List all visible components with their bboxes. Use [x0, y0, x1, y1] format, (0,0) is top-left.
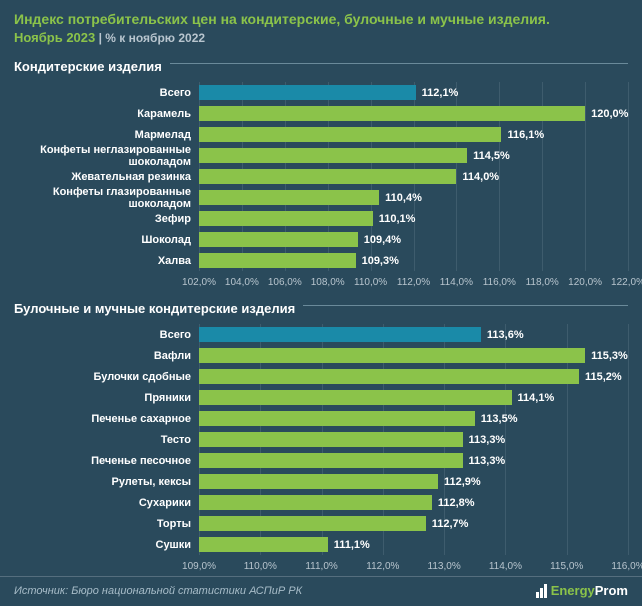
bar-value: 112,7%	[432, 518, 469, 530]
section-title-1: Кондитерские изделия	[0, 51, 642, 74]
bar-value: 111,1%	[334, 539, 370, 551]
axis-tick: 114,0%	[440, 277, 473, 288]
bar-label: Сушки	[14, 539, 199, 551]
bar-label: Карамель	[14, 108, 199, 120]
bar-label: Пряники	[14, 392, 199, 404]
subtitle-sep: |	[95, 31, 105, 45]
bar-value: 110,1%	[379, 213, 416, 225]
bar-value: 112,8%	[438, 497, 475, 509]
bar-value: 110,4%	[385, 192, 422, 204]
axis-tick: 122,0%	[611, 277, 642, 288]
axis-tick: 116,0%	[483, 277, 516, 288]
subtitle: Ноябрь 2023 | % к ноябрю 2022	[14, 30, 628, 45]
bar-value: 120,0%	[591, 108, 628, 120]
logo-text: EnergyProm	[551, 583, 628, 598]
logo-bars-icon	[536, 584, 547, 598]
axis-tick: 110,0%	[354, 277, 387, 288]
axis-tick: 120,0%	[568, 277, 602, 288]
subtitle-main: Ноябрь 2023	[14, 30, 95, 45]
bar-label: Конфеты неглазированные шоколадом	[14, 144, 199, 168]
axis-tick: 106,0%	[268, 277, 302, 288]
bar-item: 109,4%	[199, 232, 358, 247]
axis-tick: 112,0%	[366, 561, 399, 572]
bar-value: 114,1%	[518, 392, 555, 404]
bar-item: 110,4%	[199, 190, 379, 205]
axis-tick: 115,0%	[550, 561, 583, 572]
chart-1: Всего Карамель Мармелад Конфеты неглазирова…	[0, 74, 642, 293]
bar-value: 114,0%	[462, 171, 499, 183]
logo: EnergyProm	[536, 583, 628, 598]
axis-tick: 113,0%	[428, 561, 461, 572]
header: Индекс потребительских цен на кондитерск…	[0, 0, 642, 51]
chart-container: Индекс потребительских цен на кондитерск…	[0, 0, 642, 606]
bar-label: Торты	[14, 518, 199, 530]
axis-tick: 110,0%	[244, 561, 277, 572]
chart-2: Всего Вафли Булочки сдобные Пряники Печенье …	[0, 316, 642, 577]
axis-tick: 118,0%	[526, 277, 559, 288]
axis-tick: 114,0%	[489, 561, 522, 572]
bar-value: 113,5%	[481, 413, 518, 425]
bar-item: 113,3%	[199, 432, 463, 447]
bar-value: 109,3%	[362, 255, 399, 267]
bar-total: 112,1%	[199, 85, 416, 100]
bar-item: 114,1%	[199, 390, 512, 405]
bar-item: 111,1%	[199, 537, 328, 552]
axis-tick: 108,0%	[311, 277, 345, 288]
subtitle-secondary: % к ноябрю 2022	[105, 31, 205, 45]
bar-item: 113,3%	[199, 453, 463, 468]
bar-label: Печенье сахарное	[14, 413, 199, 425]
bar-item: 114,5%	[199, 148, 467, 163]
bar-label: Всего	[14, 87, 199, 99]
bar-label: Тесто	[14, 434, 199, 446]
bar-label: Зефир	[14, 213, 199, 225]
bar-value: 114,5%	[473, 150, 510, 162]
axis-tick: 111,0%	[305, 561, 337, 572]
section-title-2: Булочные и мучные кондитерские изделия	[0, 293, 642, 316]
bar-label: Печенье песочное	[14, 455, 199, 467]
bar-total: 113,6%	[199, 327, 481, 342]
bar-item: 116,1%	[199, 127, 501, 142]
bar-label: Халва	[14, 255, 199, 267]
axis-tick: 112,0%	[397, 277, 430, 288]
bar-item: 120,0%	[199, 106, 585, 121]
axis-tick: 102,0%	[182, 277, 216, 288]
bar-label: Вафли	[14, 350, 199, 362]
bar-label: Конфеты глазированные шоколадом	[14, 186, 199, 210]
axis-tick: 109,0%	[182, 561, 216, 572]
bar-value: 109,4%	[364, 234, 401, 246]
bar-value: 115,2%	[585, 371, 622, 383]
bar-label: Всего	[14, 329, 199, 341]
bar-item: 109,3%	[199, 253, 356, 268]
bar-label: Булочки сдобные	[14, 371, 199, 383]
bar-item: 115,3%	[199, 348, 585, 363]
title: Индекс потребительских цен на кондитерск…	[14, 10, 628, 28]
axis-tick: 116,0%	[611, 561, 642, 572]
bar-label: Мармелад	[14, 129, 199, 141]
bar-item: 110,1%	[199, 211, 373, 226]
bar-label: Жевательная резинка	[14, 171, 199, 183]
bar-value: 113,6%	[487, 329, 524, 341]
bar-value: 115,3%	[591, 350, 628, 362]
bar-item: 114,0%	[199, 169, 456, 184]
bar-label: Шоколад	[14, 234, 199, 246]
bar-value: 113,3%	[469, 455, 506, 467]
source-text: Источник: Бюро национальной статистики А…	[14, 585, 302, 597]
footer: Источник: Бюро национальной статистики А…	[0, 576, 642, 606]
bar-value: 113,3%	[469, 434, 506, 446]
bar-item: 113,5%	[199, 411, 475, 426]
bar-item: 115,2%	[199, 369, 579, 384]
bar-label: Рулеты, кексы	[14, 476, 199, 488]
bar-item: 112,8%	[199, 495, 432, 510]
bar-value: 112,9%	[444, 476, 481, 488]
bar-item: 112,9%	[199, 474, 438, 489]
bar-item: 112,7%	[199, 516, 426, 531]
bar-value: 112,1%	[422, 87, 459, 99]
bar-value: 116,1%	[507, 129, 544, 141]
bar-label: Сухарики	[14, 497, 199, 509]
axis-tick: 104,0%	[225, 277, 259, 288]
